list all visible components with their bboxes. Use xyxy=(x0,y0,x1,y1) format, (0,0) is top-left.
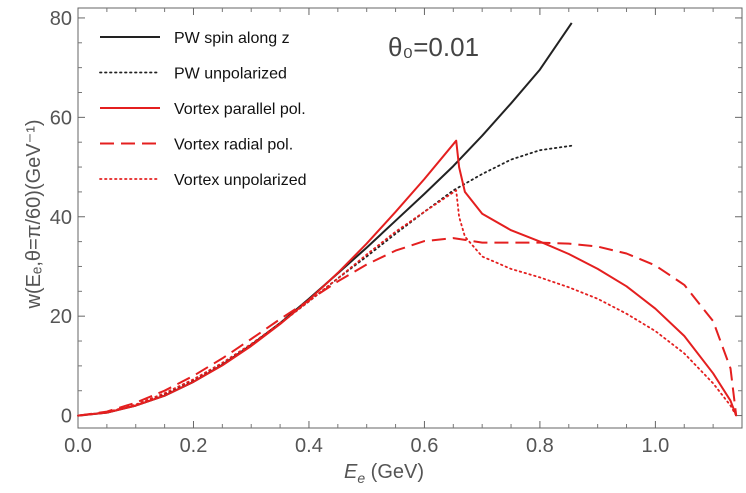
y-tick-label: 60 xyxy=(50,107,72,129)
y-tick-label: 0 xyxy=(61,406,72,428)
series-layer xyxy=(77,22,738,417)
y-tick-label: 40 xyxy=(50,207,72,229)
x-tick-label: 0.6 xyxy=(411,435,439,457)
legend-label-3: Vortex parallel pol. xyxy=(174,101,306,118)
series-line-1 xyxy=(77,22,573,417)
y-tick-label: 80 xyxy=(50,8,72,30)
x-tick-label: 0.4 xyxy=(295,435,323,457)
series-line-3 xyxy=(77,139,738,417)
legend-label-1: PW spin along z xyxy=(174,30,290,47)
series-line-4 xyxy=(77,237,738,417)
y-tick-label: 20 xyxy=(50,306,72,328)
x-axis-title-sub: e xyxy=(357,470,365,486)
axes: 0.0 0.2 0.4 0.6 0.8 1.0 0 20 40 60 80 xyxy=(50,7,743,457)
x-tick-label: 0.0 xyxy=(64,435,92,457)
series-line-5 xyxy=(77,189,738,417)
x-tick-label: 1.0 xyxy=(641,435,669,457)
legend-label-4: Vortex radial pol. xyxy=(174,137,293,154)
plot-frame xyxy=(77,7,743,429)
legend-label-2: PW unpolarized xyxy=(174,66,287,83)
x-axis-title: Ee (GeV) xyxy=(344,461,424,486)
x-tick-label: 0.2 xyxy=(180,435,208,457)
x-tick-label: 0.8 xyxy=(526,435,554,457)
series-line-2 xyxy=(77,144,573,417)
x-axis-title-unit: (GeV) xyxy=(365,461,424,483)
x-axis-title-var: E xyxy=(344,461,358,483)
legend: PW spin along z PW unpolarized Vortex para… xyxy=(99,30,307,189)
y-axis-title: w(Eₑ,θ=π/60)(GeV⁻¹) xyxy=(23,119,45,309)
legend-label-5: Vortex unpolarized xyxy=(174,172,307,189)
theta-annotation: θ₀=0.01 xyxy=(388,32,479,62)
